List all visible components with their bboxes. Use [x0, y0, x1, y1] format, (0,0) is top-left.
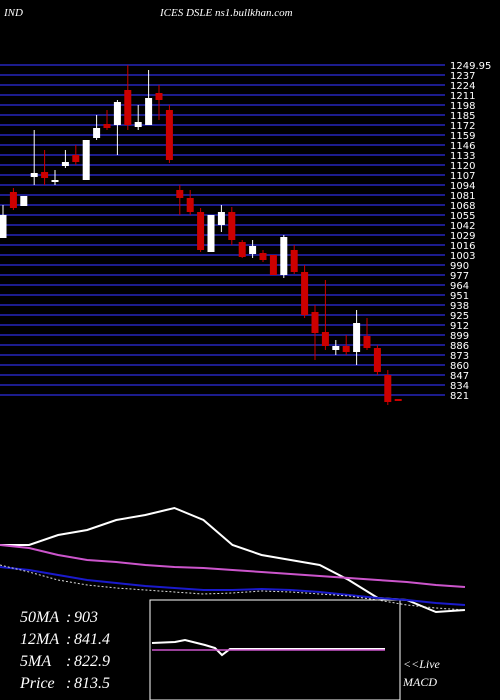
y-tick-label: 860 [450, 361, 469, 372]
legend-value: 841.4 [74, 631, 110, 648]
legend-value: 903 [74, 609, 98, 626]
macd-label: MACD [402, 675, 437, 689]
candle-body [30, 173, 38, 177]
candle-body [103, 124, 111, 128]
candle-body [72, 155, 80, 162]
y-tick-label: 1198 [450, 101, 475, 112]
candle-body [249, 246, 257, 254]
y-tick-label: 977 [450, 271, 469, 282]
candle-body [228, 212, 236, 240]
candle-body [342, 346, 350, 352]
grid [0, 64, 445, 396]
y-tick-label: 1237 [450, 71, 475, 82]
macd-line [151, 638, 385, 657]
y-tick-label: 1224 [450, 81, 475, 92]
y-tick-label: 1107 [450, 171, 475, 182]
y-tick-label: 1055 [450, 211, 475, 222]
y-tick-label: 1133 [450, 151, 475, 162]
candle-body [373, 348, 381, 372]
title-right: ICES DSLE ns1.bullkhan.com [159, 7, 293, 19]
legend-label: Price [19, 675, 55, 692]
candle-body [186, 198, 194, 212]
candle-body [61, 162, 69, 166]
y-tick-label: 1029 [450, 231, 475, 242]
ma-line [0, 544, 466, 588]
candle-body [9, 192, 17, 208]
candle-body [238, 242, 246, 257]
candle-body [41, 172, 49, 178]
y-tick-label: 886 [450, 341, 469, 352]
candle-body [124, 90, 132, 125]
y-tick-label: 1185 [450, 111, 475, 122]
candle-body [145, 98, 153, 125]
y-tick-label: 847 [450, 371, 469, 382]
y-tick-label: 834 [450, 381, 469, 392]
legend-value: 822.9 [74, 653, 110, 670]
candle-body [207, 215, 215, 252]
candle-body [176, 190, 184, 198]
y-tick-label: 951 [450, 291, 469, 302]
candle-body [93, 128, 101, 138]
y-tick-label: 990 [450, 261, 469, 272]
live-label: <<Live [403, 657, 441, 671]
candle-body [301, 272, 309, 315]
candle-body [394, 399, 402, 401]
candle-body [113, 102, 121, 125]
y-tick-label: 912 [450, 321, 469, 332]
legend-value: 813.5 [74, 675, 110, 692]
candle-body [321, 332, 329, 346]
legend-label: 12MA [20, 631, 59, 648]
y-tick-label: 1068 [450, 201, 475, 212]
candle-body [0, 215, 7, 238]
y-tick-label: 1211 [450, 91, 475, 102]
ma-line [0, 566, 466, 606]
candle-body [197, 212, 205, 250]
y-tick-label: 925 [450, 311, 469, 322]
legend-colon: : [66, 675, 71, 692]
y-tick-label: 964 [450, 281, 469, 292]
y-tick-label: 873 [450, 351, 469, 362]
candle-body [217, 212, 225, 225]
y-tick-label: 938 [450, 301, 469, 312]
y-tick-label: 1003 [450, 251, 475, 262]
y-tick-label: 1016 [450, 241, 475, 252]
candle-body [332, 346, 340, 350]
legend-colon: : [66, 609, 71, 626]
candle-body [353, 323, 361, 352]
candle-body [82, 140, 90, 180]
candle-body [134, 122, 142, 127]
y-tick-label: 821 [450, 391, 469, 402]
y-tick-label: 1081 [450, 191, 475, 202]
candle-body [280, 237, 288, 275]
legend-colon: : [66, 631, 71, 648]
candle-body [384, 375, 392, 402]
legend-label: 5MA [20, 653, 51, 670]
candle-body [20, 196, 28, 206]
candle-body [290, 250, 298, 272]
y-tick-label: 899 [450, 331, 469, 342]
title-left: IND [3, 7, 23, 19]
candle-body [311, 312, 319, 333]
macd-box [149, 599, 401, 700]
y-tick-label: 1042 [450, 221, 475, 232]
y-tick-label: 1094 [450, 181, 475, 192]
candle-body [269, 255, 277, 275]
y-tick-label: 1146 [450, 141, 475, 152]
legend-colon: : [66, 653, 71, 670]
y-tick-label: 1172 [450, 121, 475, 132]
y-tick-label: 1159 [450, 131, 475, 142]
candle-body [51, 180, 59, 182]
candle-body [165, 110, 173, 160]
legend-label: 50MA [20, 609, 59, 626]
candle-body [259, 253, 267, 260]
candle-body [363, 336, 371, 348]
y-tick-label: 1249.95 [450, 61, 491, 72]
y-tick-label: 1120 [450, 161, 475, 172]
candle-body [155, 93, 163, 100]
